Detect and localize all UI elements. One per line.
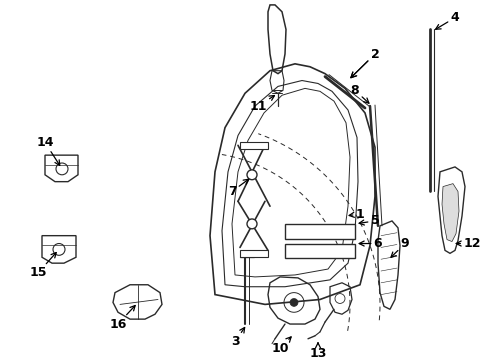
Text: 3: 3 [231,328,245,348]
Text: 9: 9 [391,237,409,257]
Polygon shape [240,143,268,149]
Text: 4: 4 [436,11,460,29]
Polygon shape [442,184,459,242]
Text: 10: 10 [271,337,291,355]
Text: 12: 12 [456,237,481,250]
Text: 11: 11 [249,95,274,113]
Text: 13: 13 [309,343,327,360]
Text: 15: 15 [29,252,56,279]
Text: 14: 14 [36,136,60,165]
Polygon shape [240,251,268,257]
Circle shape [290,298,298,306]
Text: 8: 8 [351,84,369,103]
Text: 16: 16 [109,306,135,330]
Polygon shape [285,224,355,239]
Circle shape [247,219,257,229]
Polygon shape [285,243,355,258]
Text: 2: 2 [351,48,379,78]
Text: 6: 6 [359,237,382,250]
Text: 7: 7 [228,179,248,198]
Text: 5: 5 [359,215,379,228]
Circle shape [247,170,257,180]
Text: 1: 1 [349,208,365,221]
